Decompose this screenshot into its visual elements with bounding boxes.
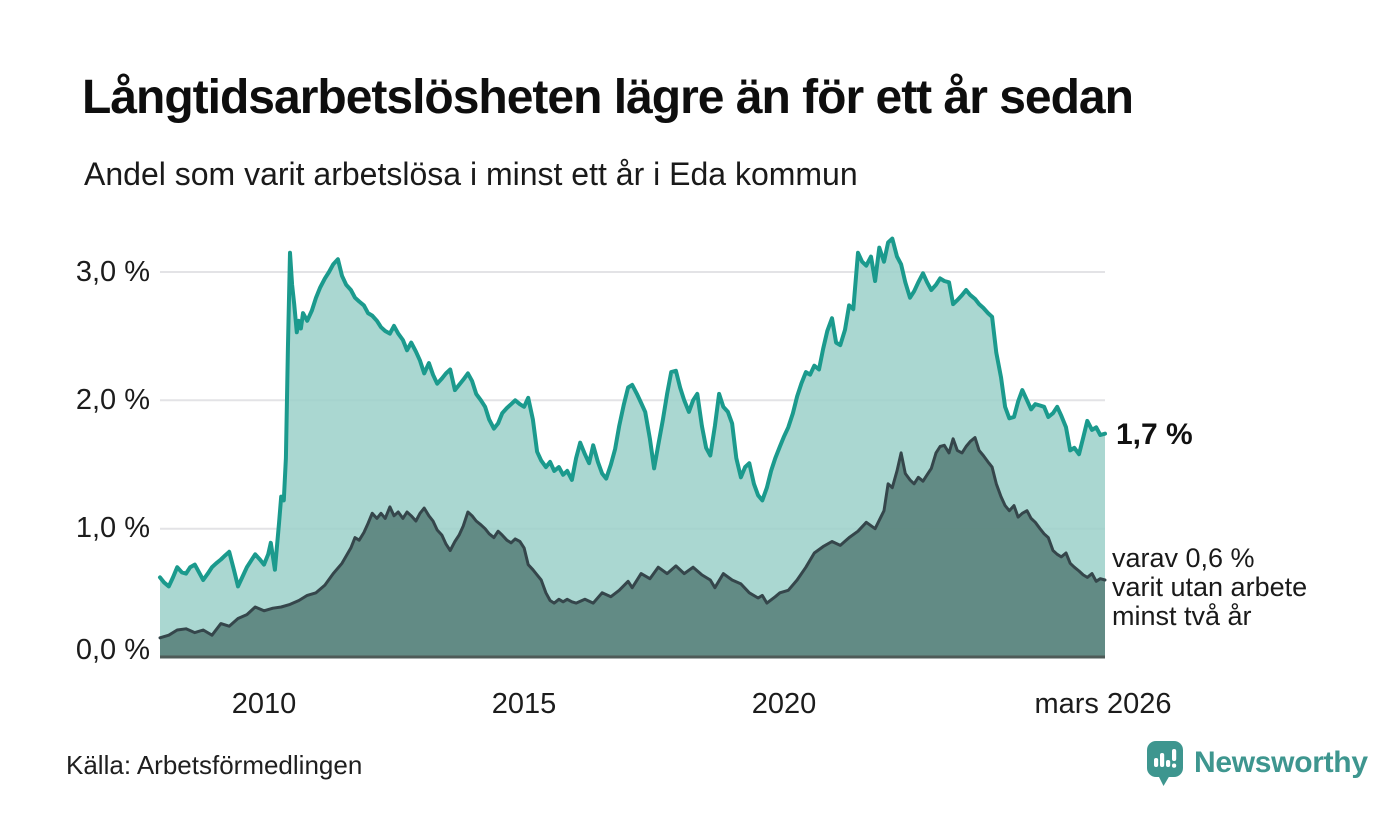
y-axis-tick-label: 3,0 % [75, 256, 150, 288]
newsworthy-wordmark: Newsworthy [1194, 746, 1368, 779]
x-axis-tick-label: mars 2026 [1034, 688, 1172, 720]
secondary-annotation-line: varit utan arbete [1112, 572, 1308, 602]
newsworthy-logo[interactable]: Newsworthy [1146, 740, 1368, 796]
secondary-annotation-line: minst två år [1112, 601, 1252, 631]
y-axis-tick-label: 0,0 % [75, 634, 150, 666]
chart-subtitle: Andel som varit arbetslösa i minst ett å… [84, 156, 858, 192]
y-axis-tick-label: 1,0 % [75, 512, 150, 544]
series-end-value-label: 1,7 % [1116, 418, 1193, 451]
page-title: Långtidsarbetslösheten lägre än för ett … [82, 71, 1134, 124]
secondary-series-annotation: varav 0,6 % varit utan arbete minst två … [1112, 544, 1307, 631]
x-axis-tick-label: 2010 [231, 688, 297, 720]
source-credit: Källa: Arbetsförmedlingen [66, 750, 363, 780]
x-axis-tick-label: 2015 [491, 688, 557, 720]
y-axis-tick-label: 2,0 % [75, 384, 150, 416]
secondary-annotation-line: varav 0,6 % [1112, 543, 1255, 573]
newsworthy-logo-icon [1147, 741, 1183, 786]
x-axis-tick-label: 2020 [751, 688, 817, 720]
